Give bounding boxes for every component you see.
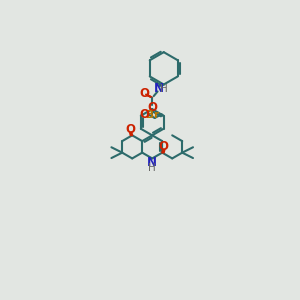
Text: N: N	[154, 82, 164, 95]
Text: H: H	[160, 84, 168, 94]
Text: O: O	[126, 123, 136, 136]
Text: O: O	[159, 140, 169, 153]
Text: O: O	[147, 101, 157, 114]
Text: H: H	[148, 163, 156, 173]
Text: N: N	[147, 156, 157, 169]
Text: O: O	[140, 108, 150, 121]
Text: O: O	[140, 87, 149, 100]
Text: Br: Br	[146, 110, 159, 120]
